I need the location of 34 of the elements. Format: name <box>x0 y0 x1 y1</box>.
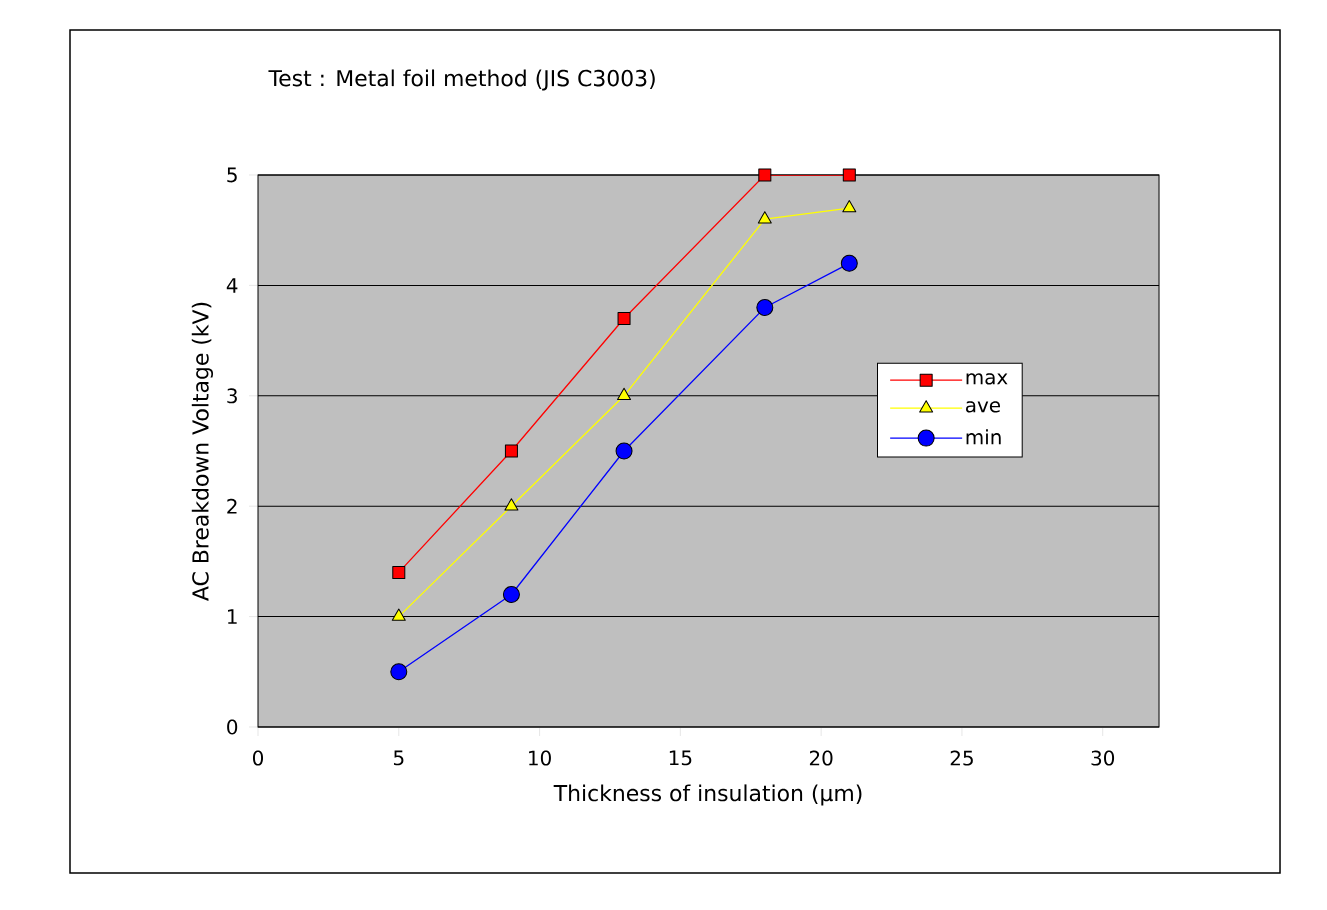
legend-label: min <box>966 429 1001 445</box>
point <box>391 608 406 621</box>
point <box>617 387 632 401</box>
legend-label: ave <box>966 401 1001 413</box>
y-tick-label: 4 <box>226 278 238 293</box>
point <box>756 298 774 316</box>
point <box>504 444 518 458</box>
point <box>617 312 631 326</box>
point <box>390 663 408 681</box>
chart-title: Test : Metal foil method (JIS C3003) <box>268 69 655 91</box>
point <box>757 211 772 224</box>
y-axis-title: AC Breakdown Voltage (kV) <box>191 302 214 601</box>
x-tick-label: 30 <box>1091 750 1115 766</box>
point <box>758 168 772 182</box>
x-tick-label: 25 <box>950 750 973 766</box>
y-tick-label: 1 <box>228 609 237 624</box>
x-tick-label: 15 <box>669 750 692 766</box>
point <box>392 565 406 579</box>
x-tick-label: 20 <box>809 750 833 766</box>
y-tick-label: 5 <box>227 167 237 183</box>
y-tick-label: 3 <box>227 388 237 404</box>
y-tick-label: 0 <box>227 719 238 735</box>
point <box>504 498 519 511</box>
legend-label: max <box>966 373 1008 385</box>
point <box>840 254 858 272</box>
point <box>842 200 857 213</box>
point <box>615 442 633 460</box>
x-tick-label: 0 <box>252 750 264 766</box>
y-tick-label: 2 <box>227 498 237 514</box>
point <box>842 168 856 182</box>
x-tick-label: 5 <box>393 750 404 766</box>
x-axis-title: Thickness of insulation (μm) <box>553 784 862 806</box>
point <box>502 586 520 604</box>
x-tick-label: 10 <box>529 750 551 766</box>
